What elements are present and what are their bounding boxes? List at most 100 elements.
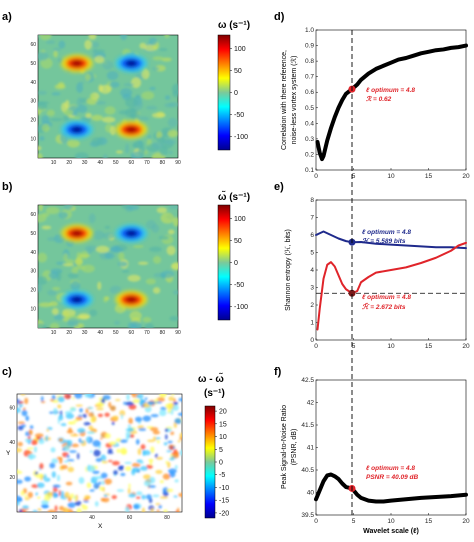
ytick-label: 20 [9,475,15,481]
noise-blob [127,274,141,282]
residual-blob [100,398,106,404]
noise-blob [172,90,178,98]
residual-blob [56,474,61,482]
vortex-core-3 [125,126,138,134]
chart-e-annotation-red-2: ℋ̃ = 2.672 bits [362,302,406,311]
noise-blob [78,254,91,258]
residual-blob [95,402,105,408]
xtick-label: 30 [82,160,88,166]
noise-blob [49,301,58,307]
residual-blob [21,424,26,428]
noise-blob [164,35,170,39]
noise-blob [49,322,60,328]
noise-blob [169,316,178,322]
residual-blob [99,437,103,440]
xtick-label: 10 [387,173,395,180]
vortex-core-0 [70,59,83,67]
xtick-label: 30 [82,330,88,336]
noise-blob [127,321,142,328]
residual-blob [64,491,70,499]
colorbar-label: 15 [219,421,227,428]
residual-blob [133,503,140,510]
xtick-label: 10 [387,518,395,525]
residual-blob [156,397,165,402]
ytick-label: 50 [30,231,36,237]
noise-blob [88,35,97,40]
xtick-label: 10 [387,343,395,350]
noise-blob [38,205,43,212]
noise-blob [162,139,177,145]
residual-blob [128,493,137,498]
ytick-label: 40 [9,440,15,446]
ytick-label: 20 [30,118,36,124]
residual-blob [71,443,79,448]
xtick-label: 0 [314,518,318,525]
noise-blob [63,205,74,210]
residual-blob [156,439,160,444]
noise-blob [156,131,163,139]
noise-blob [151,112,166,119]
noise-blob [84,73,91,82]
vortex-core-2 [70,296,83,304]
residual-blob [159,394,167,397]
residual-blob [50,398,54,402]
line-chart-d: 0 5 10 15 20 0.1 0.2 0.3 0.4 0.5 0.6 0.7 0.8 0.9 1.0 C… [281,27,470,180]
noise-blob [109,81,120,88]
residual-blob [156,456,163,460]
ytick-label: 1 [310,320,314,327]
residual-blob [60,423,67,427]
noise-blob [158,48,168,52]
noise-blob [76,155,81,158]
residual-blob [80,440,85,444]
residual-blob [162,473,171,480]
noise-blob [152,287,161,294]
residual-blob [168,396,174,402]
noise-blob [167,129,178,138]
residual-blob [132,467,140,473]
residual-blob [63,460,69,463]
heatmap-a: 10 20 30 40 50 60 70 80 90 60 50 40 30 20 10 [30,34,181,166]
noise-blob [152,66,160,71]
noise-blob [156,207,168,214]
residual-blob [144,397,148,400]
colorbar-label: 100 [234,46,246,53]
residual-blob [83,499,89,503]
residual-blob [69,493,75,499]
vortex-group [60,224,148,309]
noise-blob [63,114,70,122]
noise-blob [160,270,174,279]
residual-blob [112,415,119,421]
noise-blob [149,86,156,91]
residual-blob [177,507,180,512]
residual-blob [104,412,110,417]
noise-blob [167,229,175,235]
residual-blob [103,494,108,498]
noise-blob [46,109,55,117]
residual-blob [68,462,71,465]
residual-blob [128,417,133,425]
ytick-label: 20 [30,288,36,294]
noise-blob [63,253,69,261]
noise-blob [94,55,105,64]
noise-blob [77,104,88,113]
residual-blob [112,461,120,466]
residual-blob [92,440,101,447]
residual-blob [140,466,148,471]
xtick-label: 40 [97,330,103,336]
residual-blob [102,395,111,401]
noise-blob [157,136,166,143]
xtick-label: 80 [160,160,166,166]
noise-blob [38,213,47,223]
residual-blob [85,407,89,415]
residual-blob [170,431,175,436]
residual-blob [68,427,72,432]
ytick-label: 6 [310,232,314,239]
residual-blob [172,404,179,411]
residual-blob [93,482,100,490]
noise-blob [91,137,104,146]
residual-blob [165,460,168,465]
noise-blob [38,90,47,95]
noise-blob [70,280,81,291]
ytick-label: 40 [307,490,315,497]
residual-blob [135,416,143,422]
